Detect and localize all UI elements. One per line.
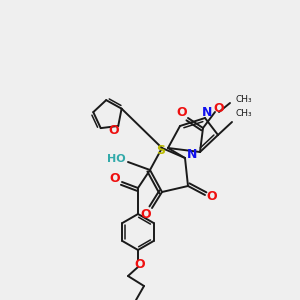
- Text: N: N: [187, 148, 197, 160]
- Text: O: O: [207, 190, 217, 203]
- Text: O: O: [110, 172, 120, 185]
- Text: HO: HO: [107, 154, 125, 164]
- Text: O: O: [177, 106, 187, 119]
- Text: O: O: [141, 208, 151, 220]
- Text: CH₃: CH₃: [235, 94, 252, 103]
- Text: O: O: [135, 259, 145, 272]
- Text: CH₃: CH₃: [236, 110, 253, 118]
- Text: O: O: [214, 101, 224, 115]
- Text: O: O: [108, 124, 119, 137]
- Text: S: S: [157, 143, 166, 157]
- Text: N: N: [202, 106, 212, 118]
